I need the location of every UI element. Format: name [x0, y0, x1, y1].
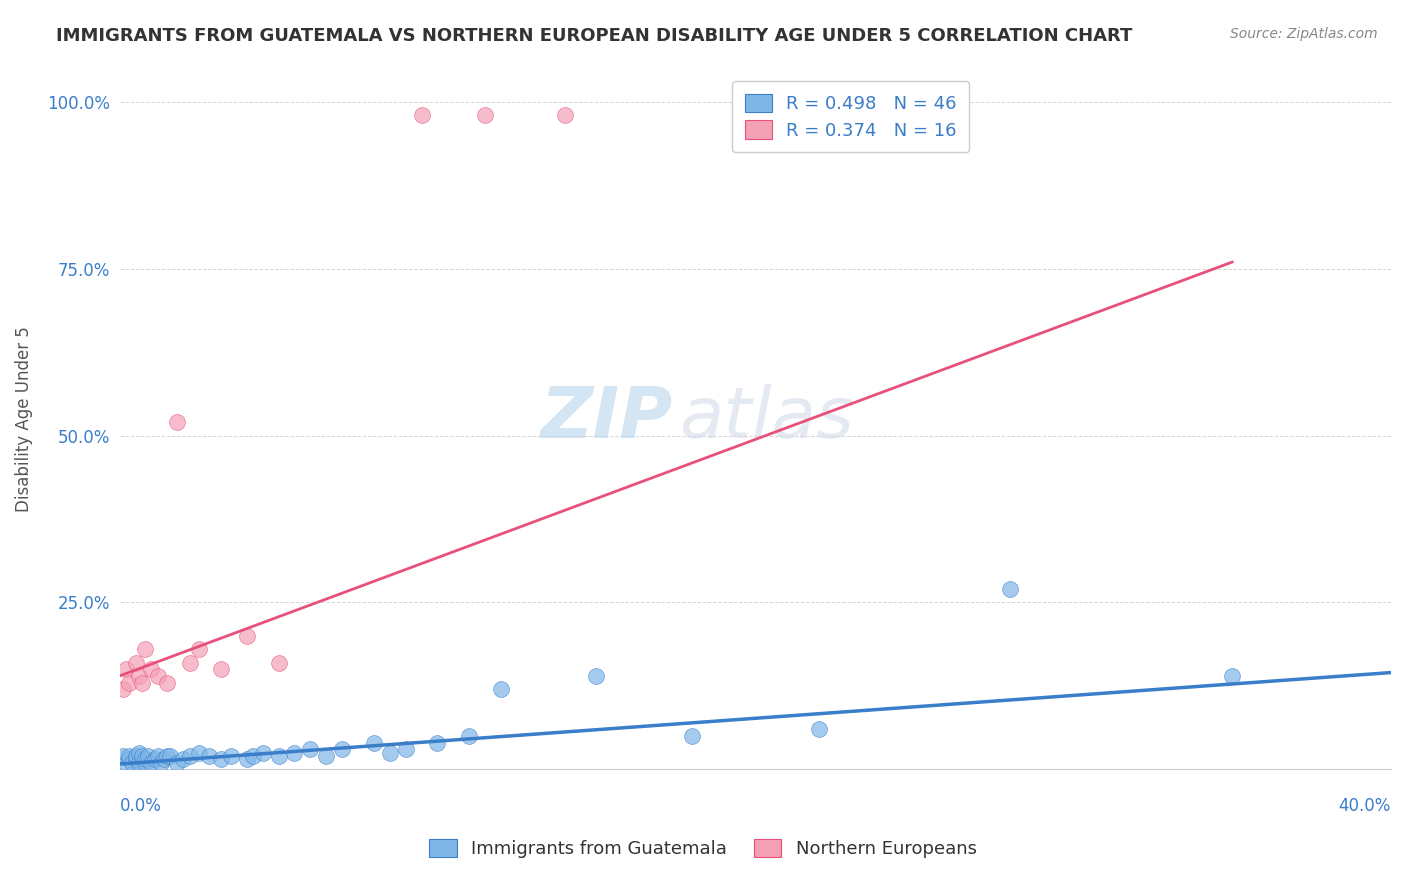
Point: [197, 749, 219, 764]
Point: [585, 669, 607, 683]
Point: [489, 682, 512, 697]
Point: [681, 729, 703, 743]
Legend: R = 0.498   N = 46, R = 0.374   N = 16: R = 0.498 N = 46, R = 0.374 N = 16: [733, 81, 969, 153]
Point: [188, 642, 211, 657]
Point: [115, 756, 138, 770]
Point: [149, 756, 172, 770]
Point: [235, 629, 257, 643]
Point: [315, 749, 337, 764]
Point: [153, 752, 176, 766]
Point: [115, 662, 138, 676]
Point: [128, 756, 150, 770]
Point: [299, 742, 322, 756]
Point: [474, 108, 496, 122]
Point: [242, 749, 264, 764]
Point: [141, 756, 163, 770]
Point: [166, 415, 188, 429]
Point: [252, 746, 274, 760]
Point: [134, 642, 156, 657]
Point: [166, 756, 188, 770]
Point: [134, 752, 156, 766]
Point: [118, 749, 141, 764]
Legend: Immigrants from Guatemala, Northern Europeans: Immigrants from Guatemala, Northern Euro…: [422, 831, 984, 865]
Text: IMMIGRANTS FROM GUATEMALA VS NORTHERN EUROPEAN DISABILITY AGE UNDER 5 CORRELATIO: IMMIGRANTS FROM GUATEMALA VS NORTHERN EU…: [56, 27, 1133, 45]
Point: [172, 752, 194, 766]
Point: [554, 108, 576, 122]
Point: [235, 752, 257, 766]
Point: [267, 749, 290, 764]
Point: [998, 582, 1021, 596]
Text: Source: ZipAtlas.com: Source: ZipAtlas.com: [1230, 27, 1378, 41]
Text: 40.0%: 40.0%: [1339, 797, 1391, 815]
Point: [124, 749, 146, 764]
Point: [118, 752, 141, 766]
Point: [209, 752, 232, 766]
Text: ZIP: ZIP: [540, 384, 672, 453]
Point: [179, 749, 201, 764]
Point: [1220, 669, 1243, 683]
Point: [458, 729, 481, 743]
Point: [124, 656, 146, 670]
Point: [209, 662, 232, 676]
Point: [188, 746, 211, 760]
Point: [156, 749, 179, 764]
Point: [159, 749, 181, 764]
Point: [179, 656, 201, 670]
Point: [111, 749, 134, 764]
Point: [395, 742, 418, 756]
Point: [131, 749, 153, 764]
Point: [124, 752, 146, 766]
Y-axis label: Disability Age Under 5: Disability Age Under 5: [15, 326, 32, 512]
Point: [134, 756, 156, 770]
Point: [283, 746, 305, 760]
Text: atlas: atlas: [679, 384, 853, 453]
Point: [219, 749, 242, 764]
Text: 0.0%: 0.0%: [120, 797, 162, 815]
Point: [267, 656, 290, 670]
Point: [131, 675, 153, 690]
Point: [128, 669, 150, 683]
Point: [411, 108, 433, 122]
Point: [363, 736, 385, 750]
Point: [121, 756, 143, 770]
Point: [143, 752, 166, 766]
Point: [146, 749, 169, 764]
Point: [807, 723, 830, 737]
Point: [378, 746, 401, 760]
Point: [426, 736, 449, 750]
Point: [118, 675, 141, 690]
Point: [146, 669, 169, 683]
Point: [128, 746, 150, 760]
Point: [330, 742, 353, 756]
Point: [141, 662, 163, 676]
Point: [111, 682, 134, 697]
Point: [156, 675, 179, 690]
Point: [136, 749, 159, 764]
